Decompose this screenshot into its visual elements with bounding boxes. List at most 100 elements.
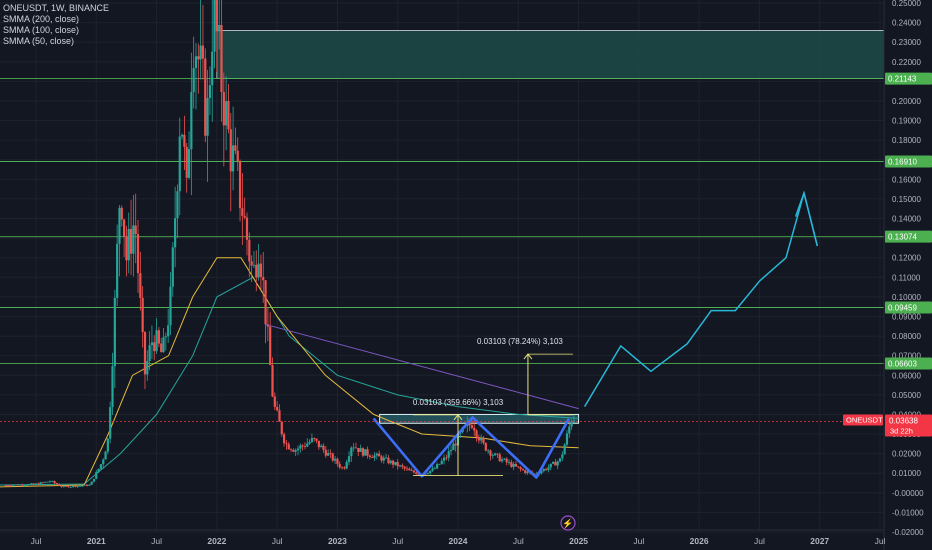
candle-body [401,465,404,467]
candle-body [16,484,19,486]
candle-body [211,51,214,86]
y-tick-label: 0.18000 [892,136,921,145]
candle-body [280,421,283,435]
y-tick-label: 0.23000 [892,38,921,47]
candle-body [517,466,520,468]
candle-body [204,58,207,136]
candle-body [558,458,562,462]
drawings: 0.03103 (359.66%) 3,103 0.03103 (78.24%) … [264,190,819,479]
candle-body [334,458,337,461]
candle-body [109,407,112,439]
candle-body [125,236,128,261]
candle-body [146,361,149,375]
events-marker[interactable]: ⚡ [560,515,576,531]
level-badge [885,301,932,314]
candle-body [106,438,109,452]
candle-body [4,485,7,487]
candle-body [535,473,538,475]
y-tick-label: 0.24000 [892,19,921,28]
candle-body [480,438,483,441]
candle-body [250,261,253,266]
indicator-smma-100[interactable]: SMMA (100, close) [3,25,80,35]
candle-body [164,336,167,338]
symbol-tag-label: ONEUSDT [846,416,883,425]
candle-body [484,442,487,451]
candle-body [482,438,485,443]
indicator-smma-50[interactable]: SMMA (50, close) [3,36,75,46]
candle-body [292,450,295,452]
x-tick-label: 2024 [449,536,468,546]
candle-body [34,483,38,485]
y-axis[interactable]: 0.250000.240000.230000.220000.210000.200… [843,0,932,550]
candle-body [554,461,557,466]
candle-body [470,425,474,428]
level-badge-label: 0.16910 [888,158,917,167]
candle-body [183,134,186,147]
candle-body [350,447,353,457]
candle-body [192,67,195,93]
trendline [264,323,579,410]
symbol-title[interactable]: ONEUSDT, 1W, BINANCE [3,3,110,13]
candle-body [32,483,35,485]
candle-body [155,330,158,352]
candle-body [123,219,126,237]
candle-body [380,456,383,461]
candle-body [540,471,543,474]
candle-body [95,472,98,479]
candle-body [315,438,318,441]
y-tick-label: 0.09000 [892,312,921,321]
y-tick-label: 0.01000 [892,469,921,478]
candle-body [113,297,116,367]
candle-body [264,280,267,325]
candle-body [257,263,260,278]
candle-body [296,448,300,451]
candle-body [225,101,228,126]
candle-body [51,481,54,482]
candle-body [102,459,105,465]
candle-body [487,450,490,452]
candle-body [385,457,388,459]
zones [216,30,885,424]
projection-arrowhead [794,190,819,247]
x-tick-label: Jul [151,536,162,546]
candle-body [74,485,77,487]
candle-body [90,481,93,485]
y-tick-label: 0.11000 [892,273,921,282]
candle-body [366,449,369,456]
candle-body [570,421,573,427]
x-tick-label: 2025 [569,536,588,546]
candle-body [378,453,381,457]
candle-body [139,273,142,298]
candle-body [282,434,286,444]
level-badge [885,357,932,370]
candle-body [92,478,96,482]
candle-body [496,453,499,455]
candle-body [310,438,314,442]
measure-label: 0.03103 (359.66%) 3,103 [413,398,504,407]
candle-body [452,443,455,451]
candle-body [324,449,327,456]
candle-body [41,482,45,484]
candle-body [69,486,72,488]
y-tick-label: 0.19000 [892,117,921,126]
candle-body [71,485,75,487]
candle-body [118,207,121,244]
candle-body [405,468,409,470]
candle-body [25,484,28,486]
candle-body [78,485,82,487]
y-tick-label: 0.08000 [892,332,921,341]
candle-body [231,145,235,172]
x-axis[interactable]: Jul 2021 Jul 2022 Jul 2023 Jul 2024 Jul 2025 Jul 20… [0,529,886,546]
candle-body [245,217,249,240]
indicator-smma-200[interactable]: SMMA (200, close) [3,14,80,24]
candle-body [493,453,497,456]
candle-body [371,457,374,458]
y-tick-label: 0.10000 [892,293,921,302]
lightning-icon[interactable] [560,515,576,531]
candle-body [442,457,446,461]
y-tick-label: 0.15000 [892,195,921,204]
candle-body [127,228,130,261]
candle-body [338,463,341,468]
candle-body [46,481,49,483]
